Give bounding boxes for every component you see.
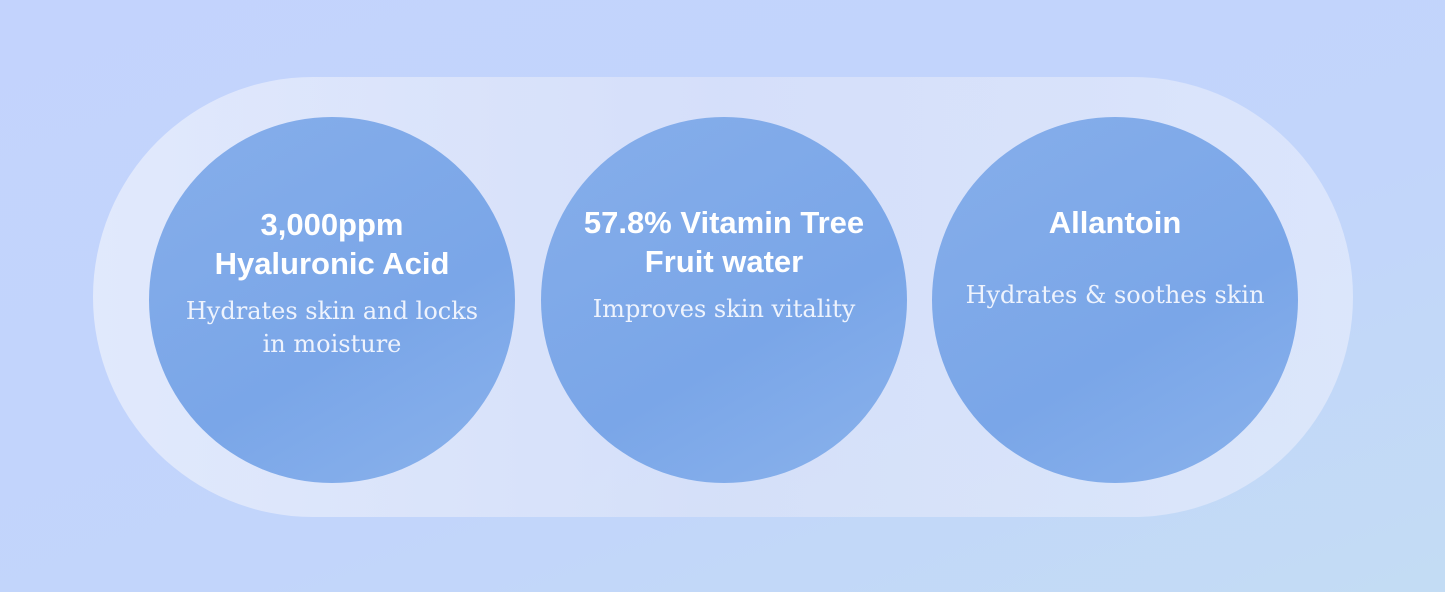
ingredient-card-allantoin: Allantoin Hydrates & soothes skin	[932, 117, 1298, 483]
ingredient-card-hyaluronic-acid: 3,000ppm Hyaluronic Acid Hydrates skin a…	[149, 117, 515, 483]
ingredient-description: Hydrates & soothes skin	[965, 281, 1265, 309]
ingredient-card-vitamin-tree: 57.8% Vitamin Tree Fruit water Improves …	[541, 117, 907, 483]
ingredient-description: Hydrates skin and locks in moisture	[185, 297, 479, 358]
ingredient-title: Allantoin	[1048, 205, 1182, 240]
ingredient-title: 3,000ppm Hyaluronic Acid	[214, 207, 450, 281]
ingredient-description: Improves skin vitality	[592, 295, 856, 323]
ingredient-title: 57.8% Vitamin Tree Fruit water	[583, 205, 865, 279]
